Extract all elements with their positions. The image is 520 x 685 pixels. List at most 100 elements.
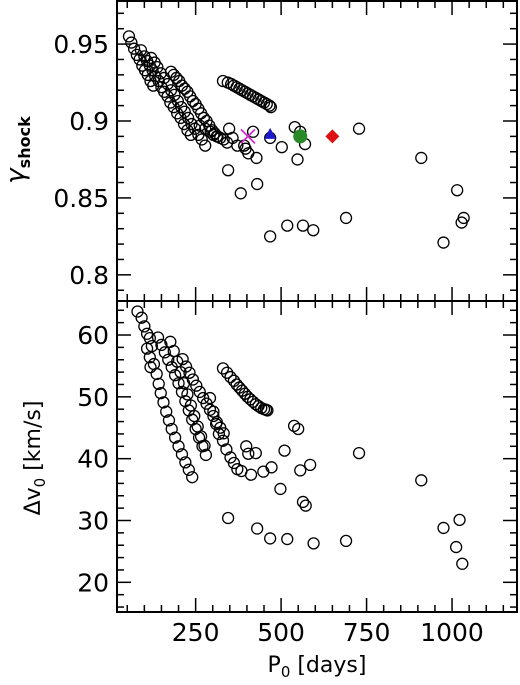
bottom-data-point: [175, 448, 189, 461]
bottom-y-axis-title-unit: [km/s]: [21, 401, 46, 478]
bottom-data-point: [176, 352, 189, 366]
top-data-point: [281, 219, 294, 232]
bottom-ticks: [117, 301, 517, 612]
bottom-data-point: [278, 444, 291, 457]
bottom-data-point: [249, 446, 262, 460]
top-data-point: [216, 74, 230, 88]
bottom-data-point: [339, 534, 353, 548]
bottom-x-tick-label: 1000: [420, 618, 484, 647]
bottom-y-tick-label: 40: [77, 445, 109, 474]
bottom-y-tick-label: 60: [77, 321, 109, 350]
top-data-point: [221, 164, 235, 177]
top-data-point: [457, 211, 470, 225]
top-data-point: [171, 94, 185, 108]
top-y-tick-label: 0.95: [53, 30, 109, 59]
bottom-data-point: [224, 370, 237, 384]
bottom-plot-frame: [116, 300, 518, 613]
bottom-y-tick-label: 50: [77, 383, 109, 412]
top-data-point: [167, 101, 180, 114]
bottom-y-axis-title-sub: 0: [31, 478, 49, 488]
top-panel: 0.8 0.85 0.9 0.95 γshock: [1, 0, 518, 302]
top-data-point: [264, 101, 277, 114]
top-data-point: [339, 211, 353, 225]
bottom-data-point: [437, 521, 450, 535]
bottom-data-point: [220, 443, 233, 456]
top-y-tick-label: 0.85: [53, 184, 109, 213]
top-data-point: [161, 77, 174, 91]
bottom-data-point: [135, 311, 148, 324]
bottom-data-point: [144, 361, 157, 374]
bottom-data-point: [216, 434, 230, 447]
top-data-point: [204, 125, 217, 138]
bottom-data-point: [274, 482, 287, 496]
bottom-data-point: [299, 499, 312, 512]
bottom-data-point: [179, 456, 192, 469]
bottom-data-point: [190, 379, 203, 392]
bottom-data-point: [131, 305, 144, 318]
top-tick-labels: 0.8 0.85 0.9 0.95: [53, 30, 109, 290]
bottom-data-point: [186, 373, 200, 386]
bottom-data-point: [179, 360, 193, 373]
top-data-points: [122, 30, 470, 249]
bottom-data-point: [154, 386, 167, 400]
bottom-data-point: [242, 447, 255, 460]
top-data-point: [260, 97, 273, 111]
bottom-data-point: [240, 440, 253, 453]
green-circle-marker: [293, 129, 308, 144]
bottom-y-axis-title-main: Δv: [21, 487, 46, 515]
bottom-data-point: [160, 405, 173, 418]
magenta-cross-marker: [240, 128, 256, 145]
top-y-axis-title-main: γ: [1, 167, 31, 184]
bottom-x-tick-label: 500: [257, 618, 305, 647]
bottom-tick-labels: 20 30 40 50 60 250 500 750 1000: [77, 321, 484, 647]
top-data-point: [161, 90, 174, 103]
top-data-point: [181, 111, 195, 125]
top-data-point: [125, 36, 138, 49]
bottom-y-tick-label: 20: [77, 568, 109, 597]
top-data-point: [296, 219, 310, 232]
top-data-point: [127, 42, 141, 55]
bottom-x-tick-label: 250: [172, 618, 220, 647]
bottom-y-axis-title: Δv0 [km/s]: [21, 401, 49, 516]
top-data-point: [291, 153, 304, 166]
bottom-data-point: [145, 339, 159, 353]
top-data-point: [264, 230, 277, 243]
top-data-point: [177, 117, 191, 131]
top-y-axis-title: γshock: [1, 116, 34, 184]
bottom-data-point: [181, 388, 194, 401]
top-data-point: [234, 187, 247, 200]
top-data-point: [246, 125, 260, 138]
bottom-data-point: [158, 346, 172, 359]
top-data-point: [250, 151, 263, 165]
bottom-data-point: [207, 405, 220, 418]
bottom-data-point: [251, 522, 264, 535]
bottom-data-point: [307, 537, 320, 550]
top-data-point: [178, 105, 191, 118]
top-data-point: [415, 151, 428, 165]
bottom-data-point: [217, 427, 230, 440]
bottom-data-point: [264, 532, 277, 545]
bottom-data-point: [162, 414, 176, 427]
bottom-data-point: [294, 464, 307, 477]
bottom-data-point: [186, 471, 199, 484]
top-data-point: [122, 30, 136, 43]
bottom-data-point: [220, 366, 234, 379]
top-data-point: [231, 139, 244, 152]
bottom-data-point: [304, 458, 317, 471]
bottom-data-point: [244, 468, 258, 481]
bottom-data-point: [155, 338, 168, 352]
bottom-data-point: [162, 353, 175, 366]
bottom-data-point: [193, 385, 206, 399]
top-data-point: [251, 177, 264, 191]
bottom-data-point: [183, 366, 196, 379]
bottom-data-point: [261, 404, 274, 417]
bottom-data-point: [207, 409, 220, 423]
bottom-data-point: [221, 511, 235, 525]
bottom-data-point: [152, 377, 165, 391]
top-y-axis-title-sub: shock: [15, 116, 34, 168]
bottom-data-point: [199, 448, 213, 462]
top-data-point: [217, 133, 230, 146]
bottom-data-point: [227, 456, 241, 470]
